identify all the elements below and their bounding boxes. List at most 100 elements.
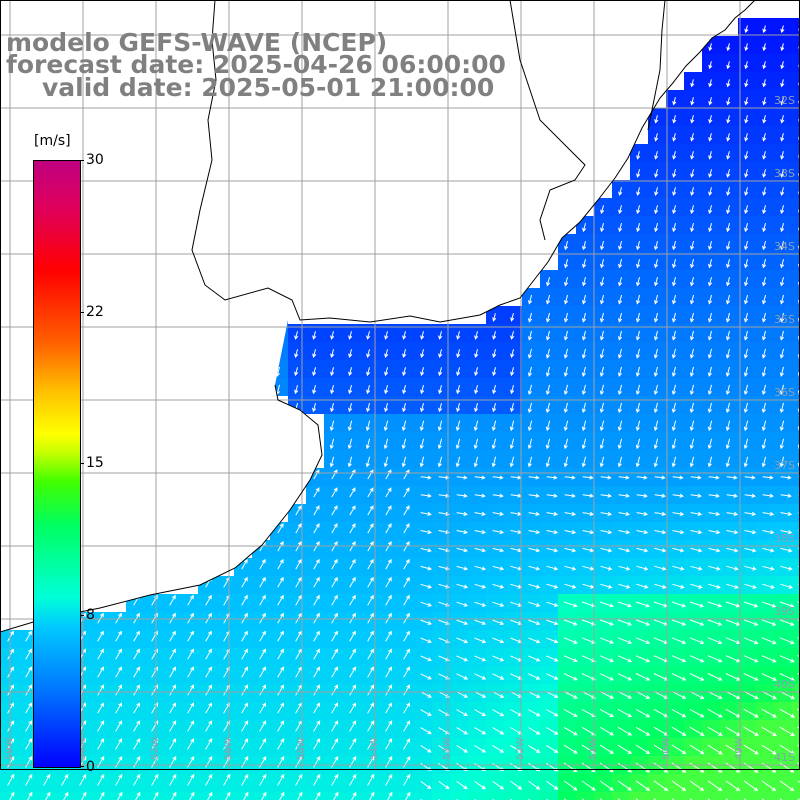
wind-arrow <box>671 420 677 432</box>
wind-arrow <box>545 420 551 432</box>
wind-arrow <box>347 438 353 450</box>
wind-arrow <box>618 583 631 589</box>
wind-arrow <box>654 276 659 287</box>
wind-arrow <box>563 366 568 378</box>
wind-arrow <box>690 205 695 215</box>
wind-arrow <box>546 565 559 571</box>
wind-arrow <box>779 402 784 414</box>
wind-arrow <box>474 331 479 340</box>
wind-arrow <box>330 384 335 395</box>
wind-arrow <box>420 402 425 413</box>
wind-arrow <box>527 420 533 432</box>
wind-arrow <box>780 61 785 70</box>
coastline <box>0 0 756 633</box>
wind-arrow <box>689 366 694 378</box>
wind-arrow <box>509 456 515 468</box>
wind-arrow <box>780 79 785 88</box>
wind-arrow <box>617 780 632 791</box>
wind-arrow <box>510 367 515 377</box>
wind-arrow <box>708 475 720 480</box>
wind-arrow <box>456 780 468 790</box>
wind-arrow <box>744 222 749 233</box>
wind-arrow <box>744 258 749 269</box>
wind-arrow <box>331 773 339 786</box>
wind-arrow <box>761 619 777 626</box>
wind-arrow <box>420 475 432 480</box>
wind-arrow <box>205 738 213 750</box>
wind-arrow <box>726 169 731 178</box>
wind-arrow <box>313 523 320 534</box>
wind-arrow <box>369 791 375 800</box>
wind-arrow <box>762 79 767 88</box>
wind-arrow <box>365 456 371 468</box>
wind-arrow <box>617 673 633 681</box>
wind-arrow <box>689 330 695 341</box>
wind-arrow <box>671 601 687 608</box>
wind-arrow <box>707 762 723 773</box>
wind-arrow <box>277 666 284 678</box>
wind-arrow <box>635 384 640 395</box>
wind-arrow <box>635 780 651 791</box>
wind-arrow <box>492 493 504 498</box>
wind-arrow <box>385 576 392 588</box>
wind-cell <box>792 162 800 180</box>
wind-arrow <box>492 744 505 753</box>
wind-arrow <box>401 438 407 450</box>
wind-arrow <box>528 727 541 735</box>
wind-arrow <box>761 762 777 773</box>
wind-arrow <box>329 438 335 450</box>
wind-arrow <box>725 420 731 432</box>
wind-arrow <box>349 487 356 498</box>
longitude-label: 50W <box>661 737 672 760</box>
wind-arrow <box>133 773 141 786</box>
wind-arrow <box>259 576 266 588</box>
wind-arrow <box>672 151 677 160</box>
wind-arrow <box>277 720 285 732</box>
wind-arrow <box>403 648 410 660</box>
wind-arrow <box>761 438 767 450</box>
wind-arrow <box>617 601 632 608</box>
wind-arrow <box>707 655 723 663</box>
wind-arrow <box>205 773 213 786</box>
wind-cell <box>792 432 800 450</box>
wind-arrow <box>671 744 687 755</box>
wind-arrow <box>61 773 69 786</box>
wind-arrow <box>205 594 212 606</box>
wind-arrow <box>223 773 231 786</box>
wind-arrow <box>654 511 667 516</box>
wind-arrow <box>725 601 741 608</box>
latitude-label: 37S <box>774 459 795 472</box>
wind-arrow <box>599 619 614 626</box>
wind-arrow <box>618 187 623 197</box>
wind-arrow <box>653 402 658 414</box>
wind-arrow <box>761 402 766 414</box>
wind-arrow <box>635 744 651 755</box>
wind-arrow <box>779 672 795 681</box>
wind-arrow <box>689 312 695 323</box>
wind-cell <box>792 630 800 648</box>
wind-arrow <box>133 630 140 642</box>
wind-arrow <box>492 367 497 377</box>
wind-arrow <box>743 438 749 450</box>
wind-arrow <box>653 348 658 359</box>
wind-arrow <box>636 169 641 178</box>
wind-arrow <box>385 756 393 768</box>
wind-arrow <box>456 637 469 644</box>
wind-arrow <box>383 438 389 450</box>
wind-arrow <box>653 456 659 468</box>
wind-arrow <box>63 791 69 800</box>
wind-arrow <box>367 612 374 624</box>
wind-arrow <box>546 709 559 717</box>
wind-arrow <box>600 493 612 498</box>
wind-arrow <box>708 530 721 535</box>
wind-arrow <box>474 547 487 553</box>
wind-arrow <box>600 475 612 480</box>
wind-arrow <box>599 601 614 608</box>
wind-arrow <box>294 384 299 395</box>
wind-arrow <box>690 258 695 269</box>
wind-arrow <box>635 619 651 626</box>
wind-arrow <box>582 511 595 516</box>
wind-arrow <box>279 791 285 800</box>
wind-arrow <box>636 547 649 553</box>
wind-arrow <box>779 637 795 645</box>
